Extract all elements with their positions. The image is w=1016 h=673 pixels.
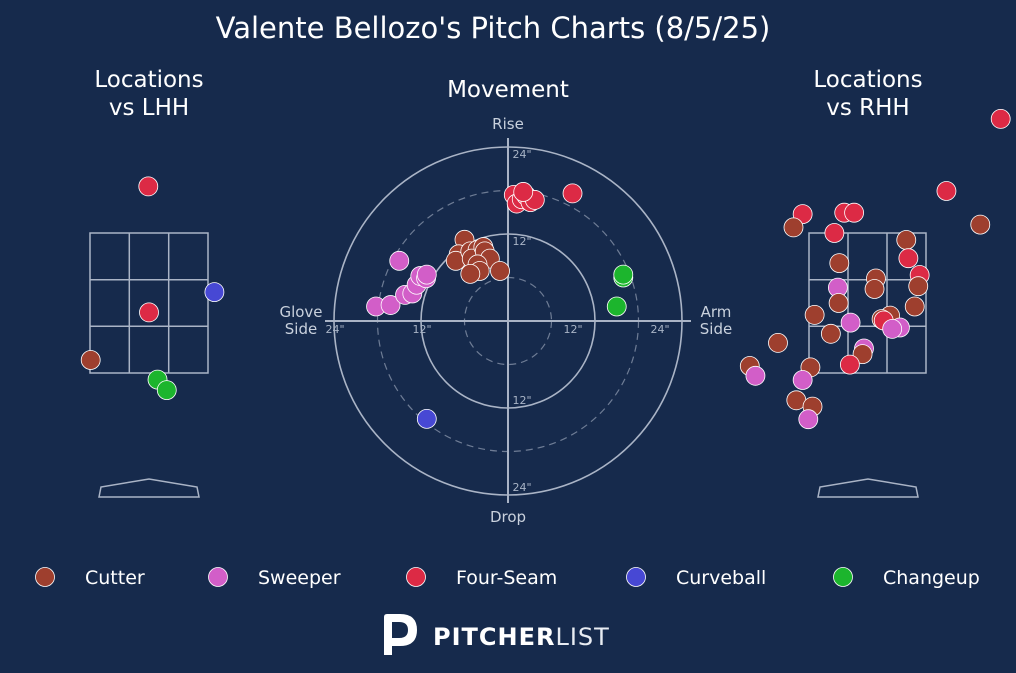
pitch-point-cutter [820,323,841,344]
movement-ring-labels: 12" 12" 12" 12" 24" 24" 24" 24" [325,148,669,494]
locations-vs-rhh-panel: Locations vs RHH [739,67,1011,498]
brand-light: LIST [555,623,609,651]
pitch-point-sweeper [745,365,766,386]
pitch-point-four-seam [936,181,957,201]
pitch-point-cutter [904,296,925,317]
chart-title: Valente Bellozo's Pitch Charts (8/5/25) [216,11,771,45]
pitch-point-cutter [896,230,917,250]
rhh-home-plate [817,478,919,498]
pitch-point-sweeper [792,370,813,390]
pitch-point-cutter [864,279,885,299]
pitch-point-cutter [804,304,825,325]
locations-vs-lhh-panel: Locations vs LHH [80,67,225,498]
pitch-point-four-seam [844,202,865,223]
arm-side-label-line1: Arm [701,303,732,321]
pitch-point-cutter [783,217,804,238]
movement-point-four-seam [513,182,534,202]
legend-label-cutter: Cutter [85,567,145,589]
ring-label-left-24: 24" [325,323,344,336]
movement-points [366,182,634,429]
pitch-point-four-seam [139,302,159,323]
movement-point-curveball [416,408,437,429]
rhh-title-line1: Locations [813,67,922,93]
ring-label-left-12: 12" [412,323,431,336]
movement-point-changeup [606,296,627,317]
legend: Cutter Sweeper Four-Seam Curveball Changeup [35,567,980,589]
movement-point-cutter [460,263,481,284]
legend-marker-sweeper [208,567,228,587]
pitch-point-cutter [768,332,788,353]
legend-marker-cutter [35,567,55,587]
movement-panel: Movement Rise Drop Glove Side Arm Side 1… [279,77,732,526]
lhh-title-line1: Locations [94,67,203,93]
legend-label-changeup: Changeup [883,567,980,589]
arm-side-label-line2: Side [700,320,732,338]
legend-marker-curveball [626,567,646,587]
rise-label: Rise [492,115,524,133]
movement-point-sweeper [389,250,410,271]
legend-label-four-seam: Four-Seam [456,567,557,589]
movement-point-four-seam [562,183,583,204]
ring-label-right-12: 12" [563,323,582,336]
pitch-point-four-seam [990,109,1011,129]
pitch-point-sweeper [882,318,903,339]
movement-title: Movement [447,77,569,103]
pitch-point-sweeper [798,409,819,430]
movement-point-sweeper [416,264,437,285]
pitch-point-changeup [156,380,177,401]
pitch-point-cutter [908,276,929,297]
brand-bold: PITCHER [433,623,555,651]
pitch-point-sweeper [840,312,861,333]
legend-marker-changeup [833,567,853,587]
pitch-point-four-seam [898,248,919,269]
pitch-point-four-seam [824,223,845,243]
ring-label-top-24: 24" [512,148,531,161]
rhh-points [739,109,1011,430]
pitch-point-curveball [204,282,225,303]
pitch-point-cutter [828,293,849,313]
rhh-title-line2: vs RHH [826,95,909,121]
ring-label-bottom-12: 12" [512,394,531,407]
lhh-points [80,176,225,401]
legend-label-curveball: Curveball [676,567,766,589]
legend-label-sweeper: Sweeper [258,567,341,589]
movement-point-cutter [490,261,510,281]
glove-side-label-line2: Side [285,320,317,338]
legend-marker-four-seam [406,567,426,587]
lhh-title-line2: vs LHH [109,95,189,121]
pitcherlist-logo: PITCHERLIST [384,614,610,655]
ring-label-right-24: 24" [650,323,669,336]
ring-label-bottom-24: 24" [512,481,531,494]
pitcherlist-p-icon [384,614,417,655]
pitch-point-cutter [970,214,991,235]
pitch-point-four-seam [138,176,159,197]
movement-point-changeup [613,264,634,285]
lhh-home-plate [98,478,200,498]
drop-label: Drop [490,508,526,526]
ring-label-top-12: 12" [512,235,531,248]
glove-side-label-line1: Glove [279,303,322,321]
brand-wordmark: PITCHERLIST [433,623,610,651]
movement-point-sweeper [380,295,401,315]
pitch-point-four-seam [839,354,860,375]
pitch-point-cutter [829,253,850,274]
pitch-point-cutter [80,350,101,370]
lhh-strike-zone [89,232,209,374]
